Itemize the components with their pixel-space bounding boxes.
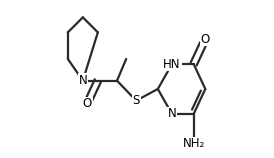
Text: O: O (201, 33, 210, 46)
Text: O: O (82, 97, 92, 110)
Text: S: S (133, 94, 140, 107)
Text: N: N (168, 107, 176, 121)
Text: NH₂: NH₂ (182, 137, 205, 150)
Text: N: N (78, 74, 87, 87)
Text: HN: HN (163, 58, 181, 70)
